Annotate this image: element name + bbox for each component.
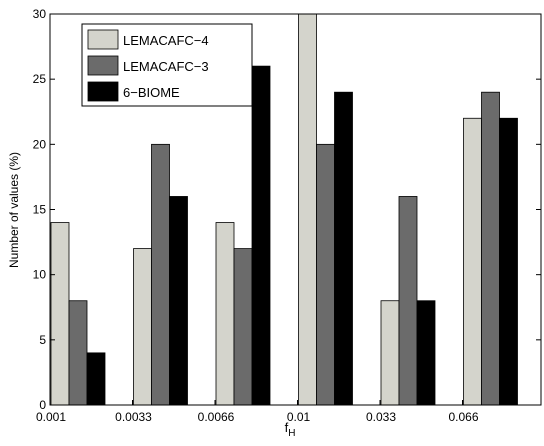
y-tick-label-5: 20 [33,137,47,151]
y-tick-label-3: 10 [33,268,47,282]
bar-3-2 [169,196,188,406]
legend-swatch-2 [87,55,119,76]
bar-2-3 [233,248,253,406]
y-tick-label-7: 30 [33,7,47,21]
x-tick-label-2: 0.0033 [115,410,152,424]
bar-3-6 [499,117,518,406]
x-tick-label-1: 0.001 [36,410,66,424]
x-axis-label-subscript: H [288,428,295,439]
legend-swatch-1 [87,29,119,50]
bar-1-6 [463,117,482,406]
legend-label-1: LEMACAFC−4 [123,33,209,48]
bar-2-4 [316,143,335,406]
bar-3-5 [416,300,436,406]
legend-swatch-3 [87,81,119,102]
y-tick-label-1: 0 [39,398,46,412]
bar-3-1 [86,352,106,406]
y-tick-label-4: 15 [33,203,47,217]
bar-2-1 [68,300,88,406]
bar-3-3 [251,65,271,406]
y-axis-label: Number of values (%) [7,152,21,268]
bar-3-4 [334,91,353,406]
x-tick-label-6: 0.066 [448,410,478,424]
legend-label-3: 6−BIOME [123,85,180,100]
bar-2-6 [481,91,500,406]
bar-1-2 [133,248,152,406]
bar-2-2 [151,143,170,406]
legend-label-2: LEMACAFC−3 [123,59,209,74]
bar-1-1 [50,222,70,406]
bar-1-4 [298,13,317,406]
bar-1-3 [215,222,235,406]
x-axis-label-main: f [285,420,289,435]
bar-1-5 [380,300,400,406]
x-tick-label-3: 0.0066 [198,410,235,424]
y-tick-label-6: 25 [33,72,47,86]
x-tick-label-4: 0.01 [287,410,311,424]
bar-2-5 [398,196,418,406]
y-tick-label-2: 5 [39,333,46,347]
x-tick-label-5: 0.033 [366,410,396,424]
x-axis-label: fH [285,420,296,439]
